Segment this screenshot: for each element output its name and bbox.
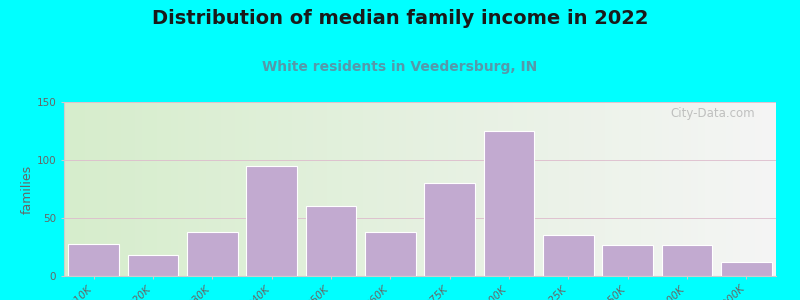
Bar [365,232,415,276]
Bar [69,244,119,276]
Bar [246,166,297,276]
Bar [484,131,534,276]
Bar [662,245,712,276]
Bar [128,255,178,276]
Bar [721,262,771,276]
Y-axis label: families: families [21,164,34,214]
Bar [425,183,475,276]
Text: White residents in Veedersburg, IN: White residents in Veedersburg, IN [262,60,538,74]
Bar [306,206,356,276]
Text: Distribution of median family income in 2022: Distribution of median family income in … [152,9,648,28]
Text: City-Data.com: City-Data.com [670,107,754,120]
Bar [602,245,653,276]
Bar [187,232,238,276]
Bar [543,236,594,276]
